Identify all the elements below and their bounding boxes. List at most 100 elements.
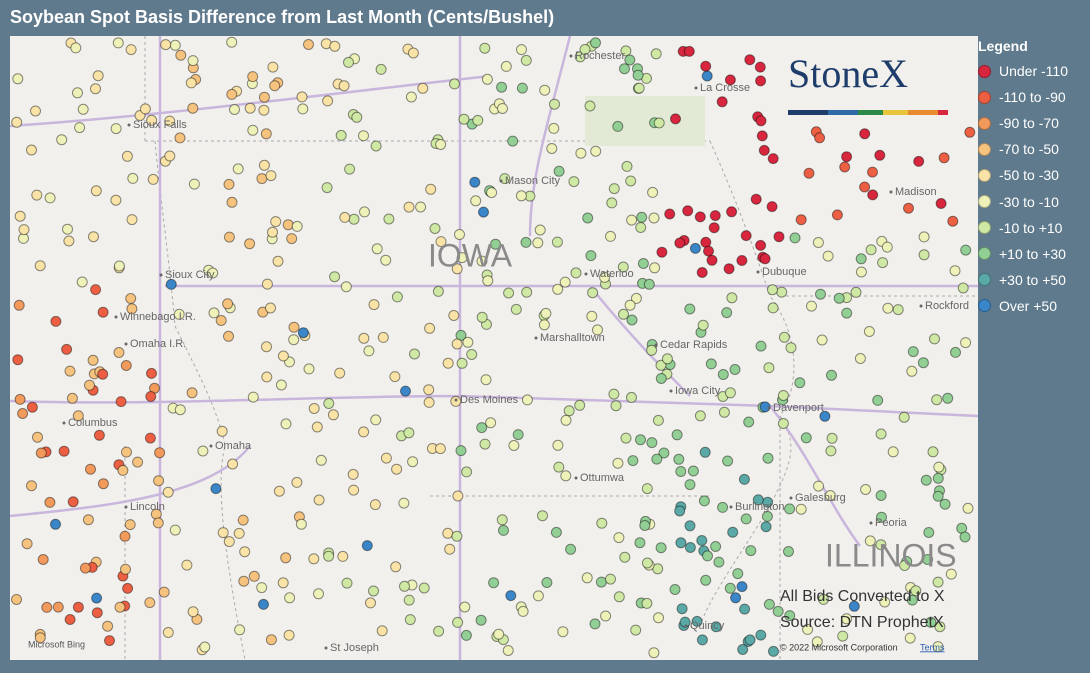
location-dot[interactable] [407,47,419,59]
location-dot[interactable] [630,624,642,636]
location-dot[interactable] [461,466,473,478]
location-dot[interactable] [490,238,501,250]
location-dot[interactable] [822,250,834,262]
location-dot[interactable] [26,144,37,156]
location-dot[interactable] [418,582,430,594]
location-dot[interactable] [587,287,599,299]
location-dot[interactable] [610,400,622,412]
location-dot[interactable] [76,276,88,288]
location-dot[interactable] [503,287,515,299]
location-dot[interactable] [933,461,945,473]
location-dot[interactable] [256,173,268,185]
location-dot[interactable] [701,70,713,82]
location-dot[interactable] [605,573,616,585]
location-dot[interactable] [85,463,96,475]
location-dot[interactable] [700,60,712,72]
location-dot[interactable] [724,582,736,594]
location-dot[interactable] [803,167,815,179]
location-dot[interactable] [462,336,474,348]
location-dot[interactable] [709,210,721,222]
location-dot[interactable] [881,241,893,253]
location-dot[interactable] [521,394,533,406]
location-dot[interactable] [226,36,238,48]
location-dot[interactable] [507,135,519,147]
location-dot[interactable] [653,117,665,129]
location-dot[interactable] [760,521,772,533]
location-dot[interactable] [308,553,320,565]
location-dot[interactable] [273,485,285,497]
location-dot[interactable] [716,96,728,108]
location-dot[interactable] [636,211,648,223]
location-dot[interactable] [291,220,303,232]
location-dot[interactable] [358,332,370,344]
location-dot[interactable] [932,472,944,484]
location-dot[interactable] [795,214,807,226]
location-dot[interactable] [389,371,401,383]
location-dot[interactable] [425,183,437,195]
location-dot[interactable] [132,456,144,468]
location-dot[interactable] [313,494,325,506]
location-dot[interactable] [32,431,43,443]
location-dot[interactable] [590,37,601,49]
location-dot[interactable] [70,42,82,54]
location-dot[interactable] [613,532,625,544]
location-dot[interactable] [125,44,137,56]
location-dot[interactable] [14,393,26,405]
location-dot[interactable] [127,172,139,184]
location-dot[interactable] [648,647,660,659]
location-dot[interactable] [887,446,899,458]
location-dot[interactable] [910,585,922,597]
location-dot[interactable] [942,392,954,404]
location-dot[interactable] [939,498,951,510]
location-dot[interactable] [64,365,76,377]
location-dot[interactable] [423,396,435,408]
location-dot[interactable] [649,262,661,274]
location-dot[interactable] [400,385,411,397]
location-dot[interactable] [448,310,460,321]
location-dot[interactable] [370,140,382,152]
location-dot[interactable] [777,390,789,401]
location-dot[interactable] [424,322,436,334]
location-dot[interactable] [850,286,862,298]
location-dot[interactable] [493,628,505,640]
location-dot[interactable] [442,357,454,369]
location-dot[interactable] [371,243,383,255]
location-dot[interactable] [82,514,94,526]
location-dot[interactable] [227,458,239,470]
location-dot[interactable] [14,210,26,222]
location-dot[interactable] [104,635,115,647]
location-dot[interactable] [185,77,197,89]
location-dot[interactable] [684,479,696,491]
location-dot[interactable] [11,594,22,605]
location-dot[interactable] [50,315,62,327]
location-dot[interactable] [222,298,234,310]
location-dot[interactable] [574,399,586,411]
location-dot[interactable] [121,446,132,458]
location-dot[interactable] [383,213,395,225]
location-dot[interactable] [819,410,831,422]
location-dot[interactable] [452,616,464,628]
location-dot[interactable] [239,546,251,558]
location-dot[interactable] [826,432,838,444]
location-dot[interactable] [795,503,807,515]
location-dot[interactable] [586,310,598,322]
location-dot[interactable] [288,334,300,346]
location-dot[interactable] [708,222,720,234]
location-dot[interactable] [789,232,801,244]
location-dot[interactable] [117,464,129,476]
location-dot[interactable] [144,597,156,609]
location-dot[interactable] [560,414,572,426]
location-dot[interactable] [785,342,797,354]
location-dot[interactable] [761,510,773,522]
location-dot[interactable] [699,446,711,458]
location-dot[interactable] [633,82,645,94]
location-dot[interactable] [335,129,347,141]
location-dot[interactable] [865,244,877,256]
location-dot[interactable] [67,496,79,508]
location-dot[interactable] [637,258,649,269]
location-dot[interactable] [743,416,755,428]
location-dot[interactable] [697,319,709,331]
location-dot[interactable] [403,427,415,439]
location-dot[interactable] [376,625,388,637]
location-dot[interactable] [655,359,667,371]
